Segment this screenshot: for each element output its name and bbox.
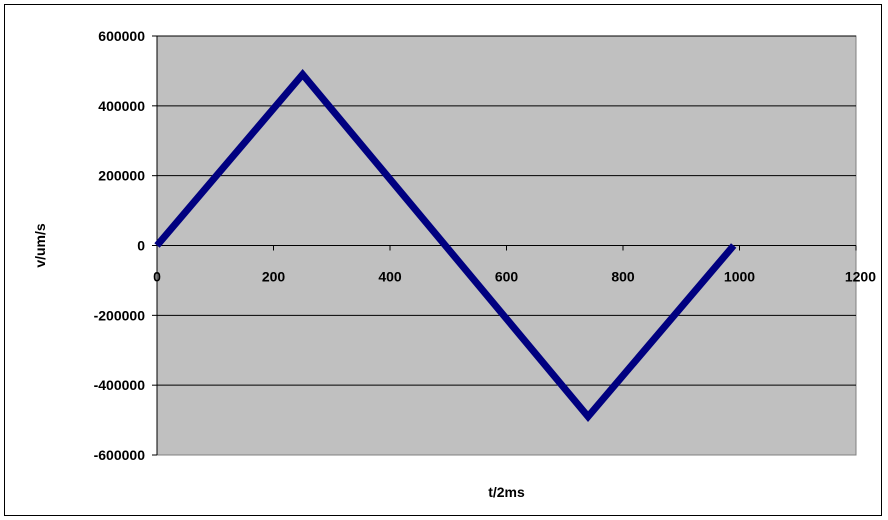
y-tick-label: 400000: [98, 98, 145, 114]
y-tick-label: -600000: [94, 447, 146, 463]
x-tick-label: 800: [611, 269, 635, 285]
x-tick-label: 600: [495, 269, 519, 285]
y-tick-label: -200000: [94, 307, 146, 323]
y-axis-title: v/um/s: [32, 223, 48, 268]
x-tick-label: 0: [153, 269, 161, 285]
series-line: [154, 68, 737, 423]
y-tick-label: 600000: [98, 28, 145, 44]
series-group: [154, 68, 737, 423]
x-tick-label: 200: [262, 269, 286, 285]
x-tick-label: 1200: [845, 269, 876, 285]
y-tick-label: 200000: [98, 168, 145, 184]
y-tick-label: -400000: [94, 377, 146, 393]
y-tick-label: 0: [137, 238, 145, 254]
x-tick-label: 1000: [724, 269, 755, 285]
x-axis-title: t/2ms: [488, 484, 525, 500]
x-tick-label: 400: [378, 269, 402, 285]
x-tick-labels: 0 200 400 600 800 1000 1200: [153, 269, 876, 285]
y-tick-labels: 600000 400000 200000 0 -200000 -400000 -600000: [94, 28, 146, 463]
